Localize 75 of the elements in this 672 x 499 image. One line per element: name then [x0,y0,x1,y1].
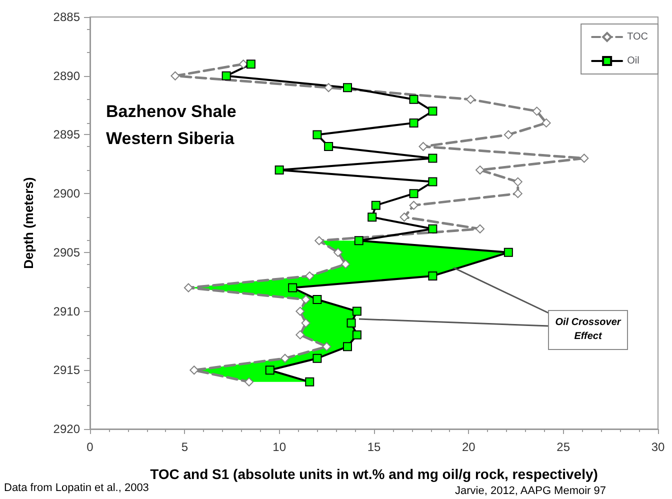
point [280,354,290,363]
point [342,342,352,352]
point [265,366,274,375]
point [296,306,305,316]
point [324,142,334,151]
point [352,330,362,340]
y-tick-label: 2905 [53,245,80,260]
point [222,71,231,80]
x-tick-label: 10 [272,440,286,454]
y-tick-label: 2890 [53,68,80,83]
point [354,236,364,246]
x-axis-title: TOC and S1 (absolute units in wt.% and mg oil/g rock, respectively) [150,466,598,482]
point [301,295,310,304]
point [312,130,322,140]
point [244,377,254,386]
x-tick-label: 0 [86,440,94,454]
point [400,212,409,222]
point [246,60,256,69]
point [504,248,513,257]
point [580,154,589,163]
point [342,83,352,92]
point [466,94,476,104]
point [274,166,284,175]
point [409,94,418,104]
annotation: Oil Crossover Effect [548,310,628,350]
point [428,271,438,280]
point [296,330,305,340]
x-tick-label: 15 [367,440,381,454]
point [305,377,314,386]
y-axis-title: Depth (meters) [21,177,36,269]
point [288,283,298,292]
point [322,342,332,352]
point [312,295,322,304]
point [305,271,314,280]
text: Jarvie, 2012, AAPG Memoir 97 [455,485,608,498]
y-tick-label: 2920 [53,422,80,436]
point [341,260,350,269]
point [532,106,542,116]
y-tick-label: 2910 [53,304,80,318]
point [428,177,438,186]
point [513,189,522,198]
point [409,200,418,210]
point [476,224,485,234]
point [428,224,438,234]
point [334,248,343,257]
legend-label: TOC [627,32,648,42]
y-tick-label: 2900 [53,186,80,201]
annotation: Bazhenov Shale Western Siberia [106,101,238,150]
point [346,318,356,328]
point [409,189,418,198]
y-tick-label: 2895 [53,128,80,142]
point [352,306,362,316]
y-tick-label: 2915 [53,363,80,378]
y-tick-label: 2885 [53,10,80,24]
point [314,236,324,246]
point [476,166,485,175]
legend-label: Oil [627,56,640,66]
point [184,283,193,292]
x-tick-label: 5 [181,440,188,454]
point [371,200,380,210]
point [428,154,438,163]
point [428,106,438,116]
point [324,83,334,92]
text: Data from Lopatin et al., 2003 [4,482,150,495]
point [409,118,418,128]
point [170,71,180,80]
x-tick-label: 25 [556,440,570,454]
point [542,118,551,128]
x-tick-label: 20 [462,440,476,454]
x-tick-label: 30 [651,440,665,454]
point [312,354,322,363]
point [513,177,522,186]
point [368,212,377,222]
point [301,318,310,328]
point [504,130,513,140]
